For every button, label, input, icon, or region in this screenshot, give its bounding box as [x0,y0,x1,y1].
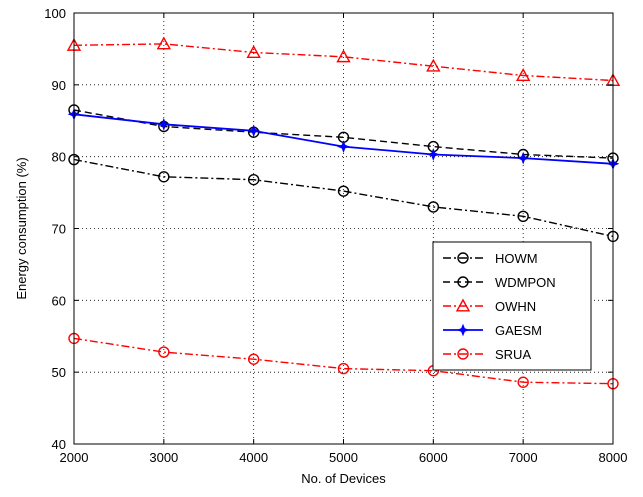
x-tick-label: 4000 [239,450,268,465]
data-point-owhn [156,36,172,50]
y-tick-label: 80 [52,150,66,165]
series-line-owhn [73,43,614,82]
data-point-howm [337,185,350,197]
y-tick-label: 40 [52,437,66,452]
series-owhn [66,36,621,87]
data-point-howm [247,173,260,186]
legend-item: SRUA [443,347,531,362]
data-point-srua [247,353,260,365]
data-point-gaesm [516,151,530,165]
legend-item: GAESM [443,323,542,338]
data-point-srua [517,376,529,388]
legend-label: HOWM [495,251,538,266]
data-point-owhn [515,68,531,81]
legend-marker [457,276,469,288]
x-tick-label: 8000 [599,450,628,465]
legend-label: OWHN [495,299,536,314]
legend-marker [455,298,471,312]
data-point-howm [517,210,529,222]
legend-marker [456,323,470,337]
legend: HOWM WDMPON OWHN GAESM SRUA [432,241,592,371]
y-tick-label: 60 [52,293,66,308]
grid [74,13,613,444]
series-line-srua [73,337,614,385]
y-axis-title: Energy consumption (%) [14,157,29,299]
data-point-gaesm [157,117,171,131]
legend-marker [457,348,469,360]
legend-item: WDMPON [443,275,556,290]
x-tick-label: 3000 [149,450,178,465]
legend-label: SRUA [495,347,531,362]
legend-item: HOWM [443,251,538,266]
data-point-howm [158,171,170,183]
data-point-howm [427,201,440,213]
x-tick-label: 5000 [329,450,358,465]
data-point-gaesm [337,140,350,153]
legend-label: GAESM [495,323,542,338]
x-tick-label: 6000 [419,450,448,465]
data-point-owhn [336,49,351,63]
legend-item: OWHN [443,298,536,314]
x-axis-title: No. of Devices [301,471,386,486]
data-point-gaesm [247,124,261,138]
x-tick-label: 2000 [60,450,89,465]
y-tick-label: 90 [52,78,66,93]
legend-label: WDMPON [495,275,556,290]
series-line-howm [73,158,614,238]
axis-ticks: 2000 3000 4000 5000 6000 7000 8000 40 50 60 70 80 90… [44,6,627,465]
y-tick-label: 50 [52,365,66,380]
data-point-srua [158,346,170,358]
x-tick-label: 7000 [509,450,538,465]
y-tick-label: 100 [44,6,66,21]
series-gaesm [67,107,620,171]
data-point-owhn [246,45,261,59]
data-point-gaesm [426,148,440,161]
data-point-srua [337,362,350,375]
y-tick-label: 70 [52,222,66,237]
legend-marker [457,252,469,264]
data-point-owhn [426,58,441,72]
